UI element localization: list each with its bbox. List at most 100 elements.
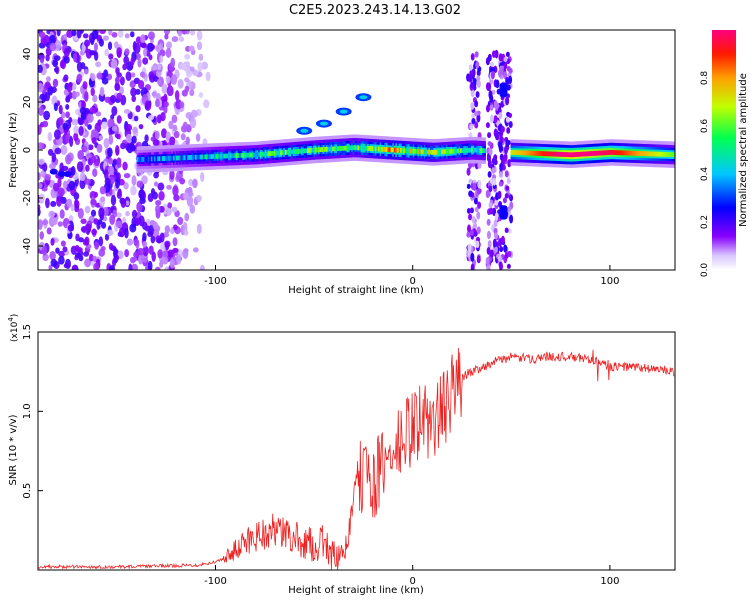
spike-blob (485, 104, 490, 113)
carrier-segment (620, 150, 624, 156)
carrier-segment (526, 150, 529, 156)
noise-blob (88, 253, 94, 262)
noise-blob (44, 173, 51, 181)
y-tick-label: 20 (22, 96, 33, 109)
carrier-segment (586, 151, 589, 157)
carrier-segment (630, 150, 633, 156)
carrier-segment (442, 149, 445, 155)
noise-blob (82, 33, 89, 39)
carrier-segment (518, 150, 521, 156)
y-tick-label: 40 (22, 48, 33, 61)
noise-blob (71, 264, 79, 270)
spike-blob (493, 115, 498, 123)
noise-blob (118, 226, 125, 238)
carrier-segment (627, 150, 630, 156)
spike-blob (504, 227, 509, 234)
noise-blob (57, 171, 66, 177)
spike-blob (502, 156, 507, 162)
carrier-segment (597, 150, 600, 156)
carrier-segment (366, 146, 370, 151)
carrier-segment (359, 145, 362, 151)
carrier-segment (532, 150, 535, 156)
carrier-segment (209, 154, 212, 160)
noise-blob (131, 263, 138, 270)
carrier-segment (297, 148, 300, 154)
carrier-segment (190, 155, 193, 160)
noise-blob (161, 83, 168, 95)
noise-blob (72, 52, 78, 63)
noise-blob (92, 94, 98, 103)
noise-blob (94, 241, 100, 250)
noise-blob (188, 45, 195, 52)
noise-blob (103, 137, 110, 149)
snr-plot-frame (37, 331, 676, 571)
spike-blob (472, 182, 477, 191)
carrier-segment (229, 153, 232, 159)
noise-blob (196, 30, 203, 41)
carrier-segment (158, 156, 161, 162)
carrier-segment (475, 147, 479, 153)
carrier-segment (152, 156, 155, 162)
carrier-segment (335, 146, 338, 152)
branch-blob (339, 109, 348, 114)
carrier-segment (633, 150, 636, 156)
spike-blob (500, 100, 505, 108)
carrier-segment (259, 152, 262, 157)
spike-blob (506, 111, 511, 117)
noise-blob (125, 123, 133, 132)
carrier-segment (431, 149, 434, 155)
noise-blob (95, 111, 102, 117)
carrier-segment (202, 154, 206, 160)
spike-blob (505, 185, 510, 191)
colorbar-gradient (712, 30, 736, 270)
noise-blob (60, 145, 68, 156)
noise-blob (138, 79, 145, 90)
noise-blob (164, 33, 169, 40)
spike-blob (498, 181, 503, 187)
spike-blob (473, 197, 478, 205)
noise-blob (50, 258, 58, 267)
spike-blob (493, 246, 498, 254)
carrier-segment (237, 153, 240, 158)
spike-blob (466, 208, 471, 214)
spike-blob (468, 132, 473, 138)
carrier-segment (338, 146, 341, 151)
noise-blob (132, 126, 138, 134)
noise-blob (111, 105, 118, 116)
noise-blob (153, 171, 159, 179)
carrier-segment (655, 151, 658, 157)
spike-blob (488, 202, 493, 209)
carrier-segment (564, 152, 567, 157)
spike-blob (485, 257, 490, 266)
noise-blob (172, 185, 179, 197)
carrier-segment (289, 149, 292, 155)
spike-blob (503, 244, 508, 253)
spike-blob (489, 94, 494, 103)
noise-blob (190, 66, 195, 72)
carrier-segment (160, 156, 163, 162)
colorbar-label: Normalized spectral amplitude (738, 73, 749, 227)
carrier-segment (374, 146, 378, 152)
noise-blob (63, 33, 68, 39)
noise-blob (107, 147, 113, 158)
noise-blob (47, 148, 54, 156)
spike-blob (499, 129, 504, 137)
carrier-segment (231, 153, 234, 159)
carrier-segment (535, 150, 538, 156)
noise-blob (63, 55, 70, 64)
carrier-segment (207, 154, 210, 160)
carrier-segment (281, 150, 284, 156)
noise-blob (47, 131, 53, 142)
carrier-segment (270, 151, 273, 156)
noise-blob (38, 82, 44, 93)
noise-blob (144, 134, 149, 143)
noise-blob (135, 105, 141, 113)
noise-blob (73, 192, 80, 200)
carrier-segment (474, 147, 477, 153)
noise-blob (49, 34, 56, 46)
spike-blob (495, 79, 500, 89)
carrier-segment (136, 157, 139, 162)
carrier-segment (381, 146, 384, 152)
carrier-segment (482, 148, 485, 154)
